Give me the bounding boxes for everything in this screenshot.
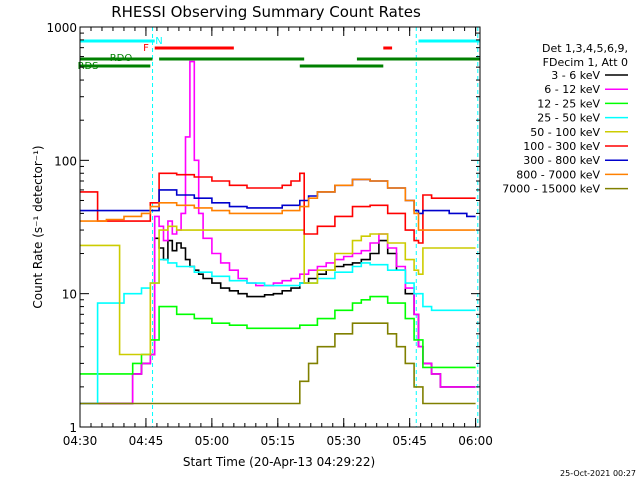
- legend-label-1: 6 - 12 keV: [544, 83, 600, 96]
- plot-frame: [79, 26, 481, 428]
- flag-label-rds: RDS: [78, 61, 99, 72]
- y-tick-label: 100: [54, 154, 77, 168]
- axes: 1 10 100 1000 04:30 04:45 05:00 05:15 05:30 05:45…: [46, 21, 492, 448]
- x-tick-label: 06:00: [458, 434, 493, 448]
- chart-title: RHESSI Observing Summary Count Rates: [111, 3, 421, 21]
- legend-label-3: 25 - 50 keV: [537, 112, 600, 125]
- legend-label-4: 50 - 100 keV: [530, 126, 600, 139]
- series-line-1: [80, 60, 476, 405]
- timestamp: 25-Oct-2021 00:27: [560, 469, 636, 478]
- legend-label-0: 3 - 6 keV: [551, 69, 600, 82]
- y-tick-label: 10: [62, 288, 77, 302]
- flag-label-f: F: [143, 43, 149, 54]
- series-line-8: [80, 322, 476, 405]
- flag-label-rdo: RDO: [110, 53, 133, 64]
- x-tick-label: 04:45: [129, 434, 164, 448]
- legend-label-7: 800 - 7000 keV: [516, 168, 600, 181]
- x-tick-label: 04:30: [63, 434, 98, 448]
- legend-label-2: 12 - 25 keV: [537, 97, 600, 110]
- x-tick-label: 05:30: [326, 434, 361, 448]
- legend-label-6: 300 - 800 keV: [523, 154, 600, 167]
- x-tick-label: 05:15: [261, 434, 296, 448]
- series-line-5: [80, 172, 476, 244]
- series-line-3: [80, 258, 476, 405]
- y-axis-label: Count Rate (s⁻¹ detector⁻¹): [31, 145, 45, 308]
- y-tick-label: 1: [69, 421, 77, 435]
- legend-label-5: 100 - 300 keV: [523, 140, 600, 153]
- flag-label-n: N: [155, 36, 162, 47]
- legend-header-line-2: FDecim 1, Att 0: [543, 56, 628, 69]
- series-line-7: [80, 178, 476, 231]
- legend-label-8: 7000 - 15000 keV: [502, 183, 600, 196]
- x-axis-label: Start Time (20-Apr-13 04:29:22): [183, 455, 375, 469]
- y-tick-label: 1000: [46, 21, 77, 35]
- plot-area: NF RDO RDS: [78, 27, 480, 427]
- x-tick-label: 05:00: [195, 434, 230, 448]
- series-line-4: [80, 225, 476, 356]
- legend-header-line-1: Det 1,3,4,5,6,9,: [542, 42, 628, 55]
- x-tick-label: 05:45: [392, 434, 427, 448]
